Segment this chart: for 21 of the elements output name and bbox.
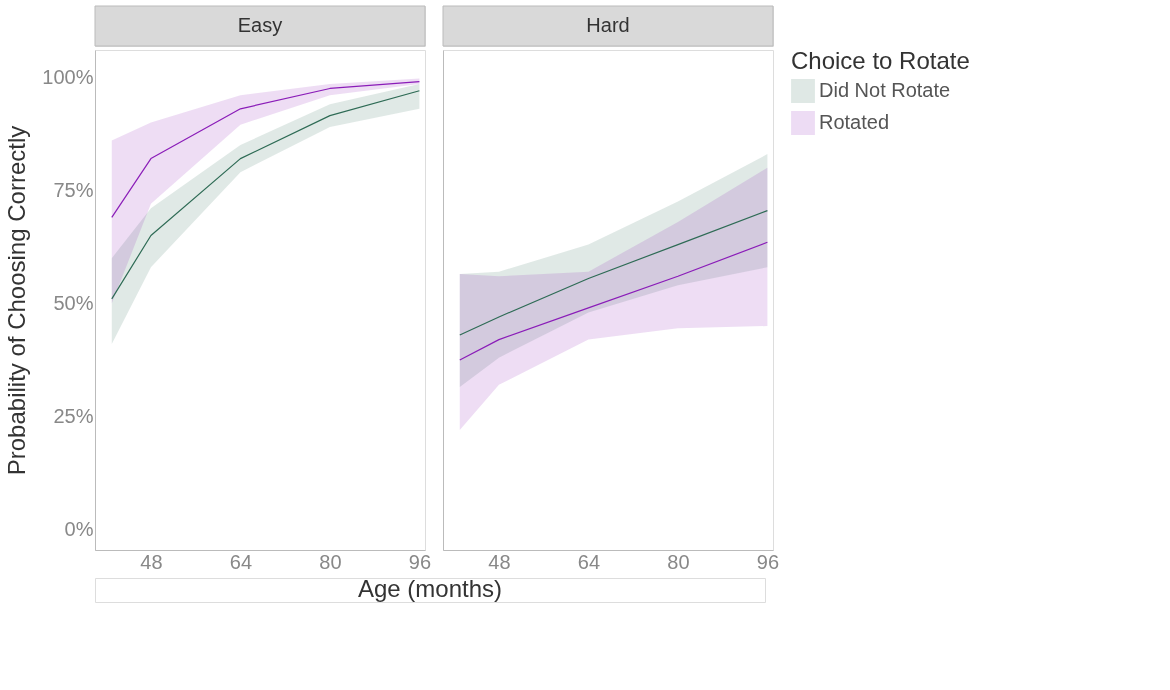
legend-label: Rotated bbox=[819, 111, 890, 133]
x-tick-label: 64 bbox=[229, 550, 253, 573]
y-tick-label: 0% bbox=[64, 518, 94, 541]
chart-title: Easy bbox=[237, 14, 283, 36]
x-tick-label: 48 bbox=[140, 550, 163, 573]
x-tick-label: 80 bbox=[319, 550, 342, 573]
x-axis-title: Age (months) bbox=[357, 575, 503, 602]
y-axis-title: Probability of Choosing Correctly bbox=[3, 125, 31, 476]
y-tick-label: 50% bbox=[53, 291, 94, 314]
legend-title: Choice to Rotate bbox=[791, 47, 970, 74]
x-tick-label: 80 bbox=[667, 550, 690, 573]
chart-title: Hard bbox=[586, 14, 630, 36]
legend-label: Did Not Rotate bbox=[819, 79, 951, 101]
x-tick-label: 96 bbox=[408, 550, 432, 573]
x-tick-label: 48 bbox=[488, 550, 511, 573]
y-tick-label: 75% bbox=[53, 178, 94, 201]
x-tick-label: 96 bbox=[756, 550, 780, 573]
y-tick-label: 25% bbox=[53, 405, 94, 428]
line-series bbox=[111, 81, 421, 219]
x-tick-label: 64 bbox=[577, 550, 601, 573]
y-tick-label: 100% bbox=[42, 65, 94, 88]
